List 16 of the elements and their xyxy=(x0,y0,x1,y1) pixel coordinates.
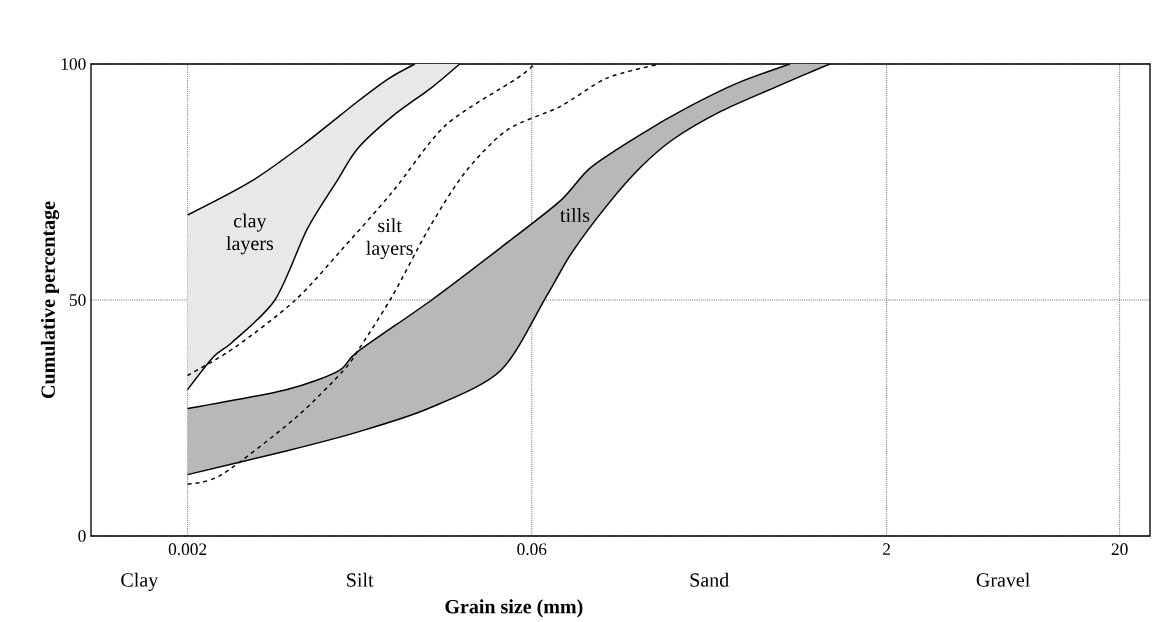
text: Gravel xyxy=(976,572,1030,587)
y-tick-label: 0 xyxy=(78,530,86,542)
annotation: silt layers xyxy=(366,218,413,260)
y-tick-label: 50 xyxy=(69,294,86,306)
text: Clay xyxy=(121,572,159,591)
text: Sand xyxy=(690,572,729,587)
x-tick-label: 0.06 xyxy=(517,543,547,556)
x-tick-label: 20 xyxy=(1111,543,1128,556)
annotation: clay layers xyxy=(226,213,274,255)
x-tick-label: 0.002 xyxy=(168,543,207,556)
text: Silt xyxy=(347,572,374,587)
y-tick-label: 100 xyxy=(61,58,86,70)
x-tick-label: 2 xyxy=(883,543,891,555)
x-axis-title: Grain size (mm) xyxy=(445,599,583,618)
annotation: tills xyxy=(560,208,590,223)
y-axis-title: Cumulative percentage xyxy=(40,201,60,398)
